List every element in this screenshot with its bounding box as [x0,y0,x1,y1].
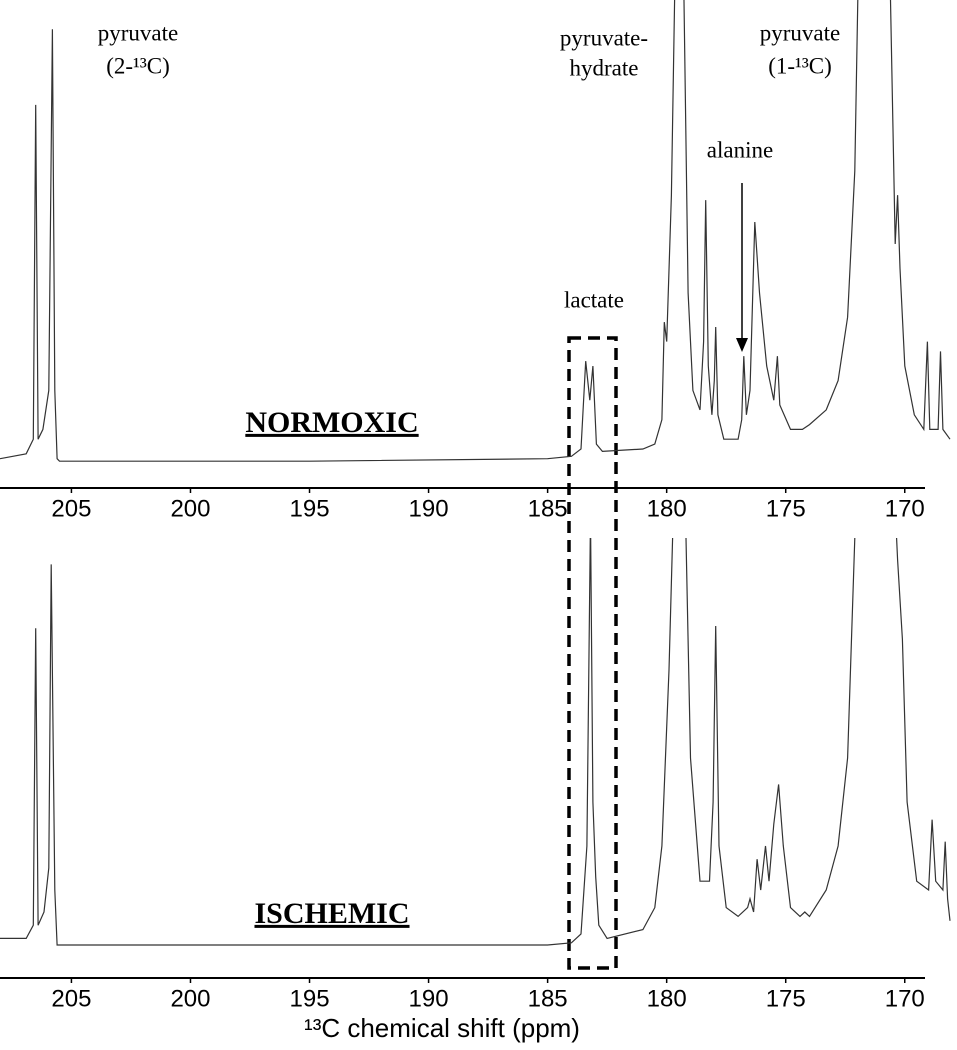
spectrum [0,0,951,462]
x-tick-label: 200 [170,985,210,1012]
x-tick-label: 195 [290,495,330,522]
arrow-head [736,338,748,352]
annotation: alanine [707,137,773,162]
x-tick-label: 185 [528,985,568,1012]
x-tick-label: 175 [766,495,806,522]
x-tick-label: 200 [170,495,210,522]
annotation: (2-¹³C) [106,53,170,78]
annotation: pyruvate- [560,25,648,50]
x-tick-label: 180 [647,495,687,522]
x-tick-label: 175 [766,985,806,1012]
panel-label: ISCHEMIC [254,897,409,930]
x-tick-label: 205 [51,495,91,522]
x-tick-label: 170 [885,985,925,1012]
x-tick-label: 205 [51,985,91,1012]
spectrum [0,538,951,946]
x-axis-title: ¹³C chemical shift (ppm) [304,1013,580,1043]
annotation: (1-¹³C) [768,53,832,78]
annotation: pyruvate [760,20,840,45]
x-tick-label: 190 [409,495,449,522]
x-tick-label: 195 [290,985,330,1012]
annotation: lactate [564,287,624,312]
lactate-box [567,336,618,970]
x-tick-label: 190 [409,985,449,1012]
panel-label: NORMOXIC [245,406,418,439]
annotation: pyruvate [98,20,178,45]
x-tick-label: 180 [647,985,687,1012]
annotation: hydrate [570,55,639,80]
x-tick-label: 185 [528,495,568,522]
x-tick-label: 170 [885,495,925,522]
